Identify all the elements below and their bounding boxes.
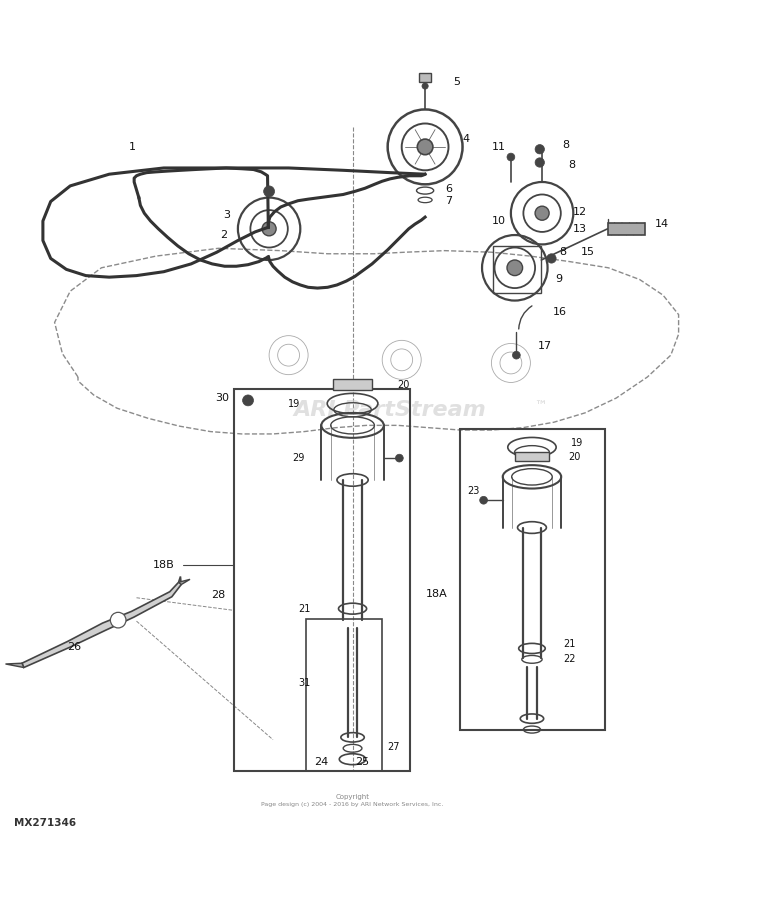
Text: 10: 10 [492, 216, 506, 226]
Text: 8: 8 [559, 248, 567, 258]
Text: 12: 12 [573, 207, 587, 217]
Text: 28: 28 [211, 590, 225, 600]
Text: 26: 26 [67, 642, 81, 652]
Text: 23: 23 [467, 486, 480, 496]
Circle shape [512, 351, 520, 359]
Text: ARI PartStream: ARI PartStream [293, 399, 487, 420]
Polygon shape [22, 576, 181, 668]
Text: 27: 27 [387, 742, 399, 752]
Text: 11: 11 [492, 142, 506, 152]
Text: 8: 8 [562, 139, 569, 149]
Text: 20: 20 [569, 451, 581, 461]
Bar [419, 73, 431, 82]
Polygon shape [55, 248, 679, 434]
Text: Copyright: Copyright [335, 794, 370, 800]
Bar [234, 389, 410, 771]
Text: 31: 31 [298, 678, 310, 688]
Bar [515, 452, 549, 461]
Text: 2: 2 [220, 230, 228, 240]
Text: 4: 4 [462, 134, 470, 144]
Text: 20: 20 [397, 379, 410, 389]
Circle shape [480, 496, 488, 504]
Text: 9: 9 [555, 275, 563, 285]
Text: 16: 16 [553, 308, 567, 318]
Text: 6: 6 [445, 184, 452, 194]
Text: 13: 13 [573, 224, 587, 234]
Polygon shape [179, 580, 190, 584]
Text: 18B: 18B [153, 560, 175, 570]
Circle shape [507, 260, 523, 276]
Text: ™: ™ [534, 400, 547, 413]
Circle shape [507, 153, 515, 161]
Circle shape [243, 395, 254, 406]
Circle shape [262, 222, 276, 236]
Text: 7: 7 [445, 197, 452, 207]
Text: 17: 17 [537, 341, 551, 350]
Circle shape [417, 139, 433, 155]
Circle shape [535, 207, 549, 220]
Text: 21: 21 [298, 603, 310, 613]
Text: 14: 14 [655, 219, 669, 229]
Text: 1: 1 [129, 142, 136, 152]
Polygon shape [5, 663, 23, 668]
Text: 18A: 18A [426, 590, 448, 600]
Bar [333, 379, 372, 390]
Text: Page design (c) 2004 - 2016 by ARI Network Services, Inc.: Page design (c) 2004 - 2016 by ARI Netwo… [261, 802, 444, 807]
Circle shape [422, 83, 428, 89]
Circle shape [110, 612, 126, 628]
Text: 5: 5 [453, 77, 459, 87]
Text: 21: 21 [563, 639, 576, 649]
Text: 8: 8 [568, 160, 576, 170]
Bar [306, 619, 382, 771]
Text: 29: 29 [292, 453, 304, 463]
Bar [460, 430, 604, 730]
Bar [493, 246, 541, 293]
Text: 3: 3 [223, 210, 229, 219]
Circle shape [547, 254, 556, 263]
Text: 19: 19 [571, 439, 583, 449]
Bar [608, 223, 645, 235]
Text: 22: 22 [563, 654, 576, 664]
Circle shape [395, 454, 403, 462]
Text: 19: 19 [288, 399, 300, 409]
Text: 15: 15 [581, 248, 595, 258]
Text: 25: 25 [355, 756, 369, 766]
Text: 30: 30 [215, 393, 229, 403]
Circle shape [264, 186, 275, 197]
Text: 24: 24 [314, 756, 328, 766]
Text: MX271346: MX271346 [14, 818, 76, 828]
Circle shape [535, 145, 544, 154]
Circle shape [535, 157, 544, 167]
